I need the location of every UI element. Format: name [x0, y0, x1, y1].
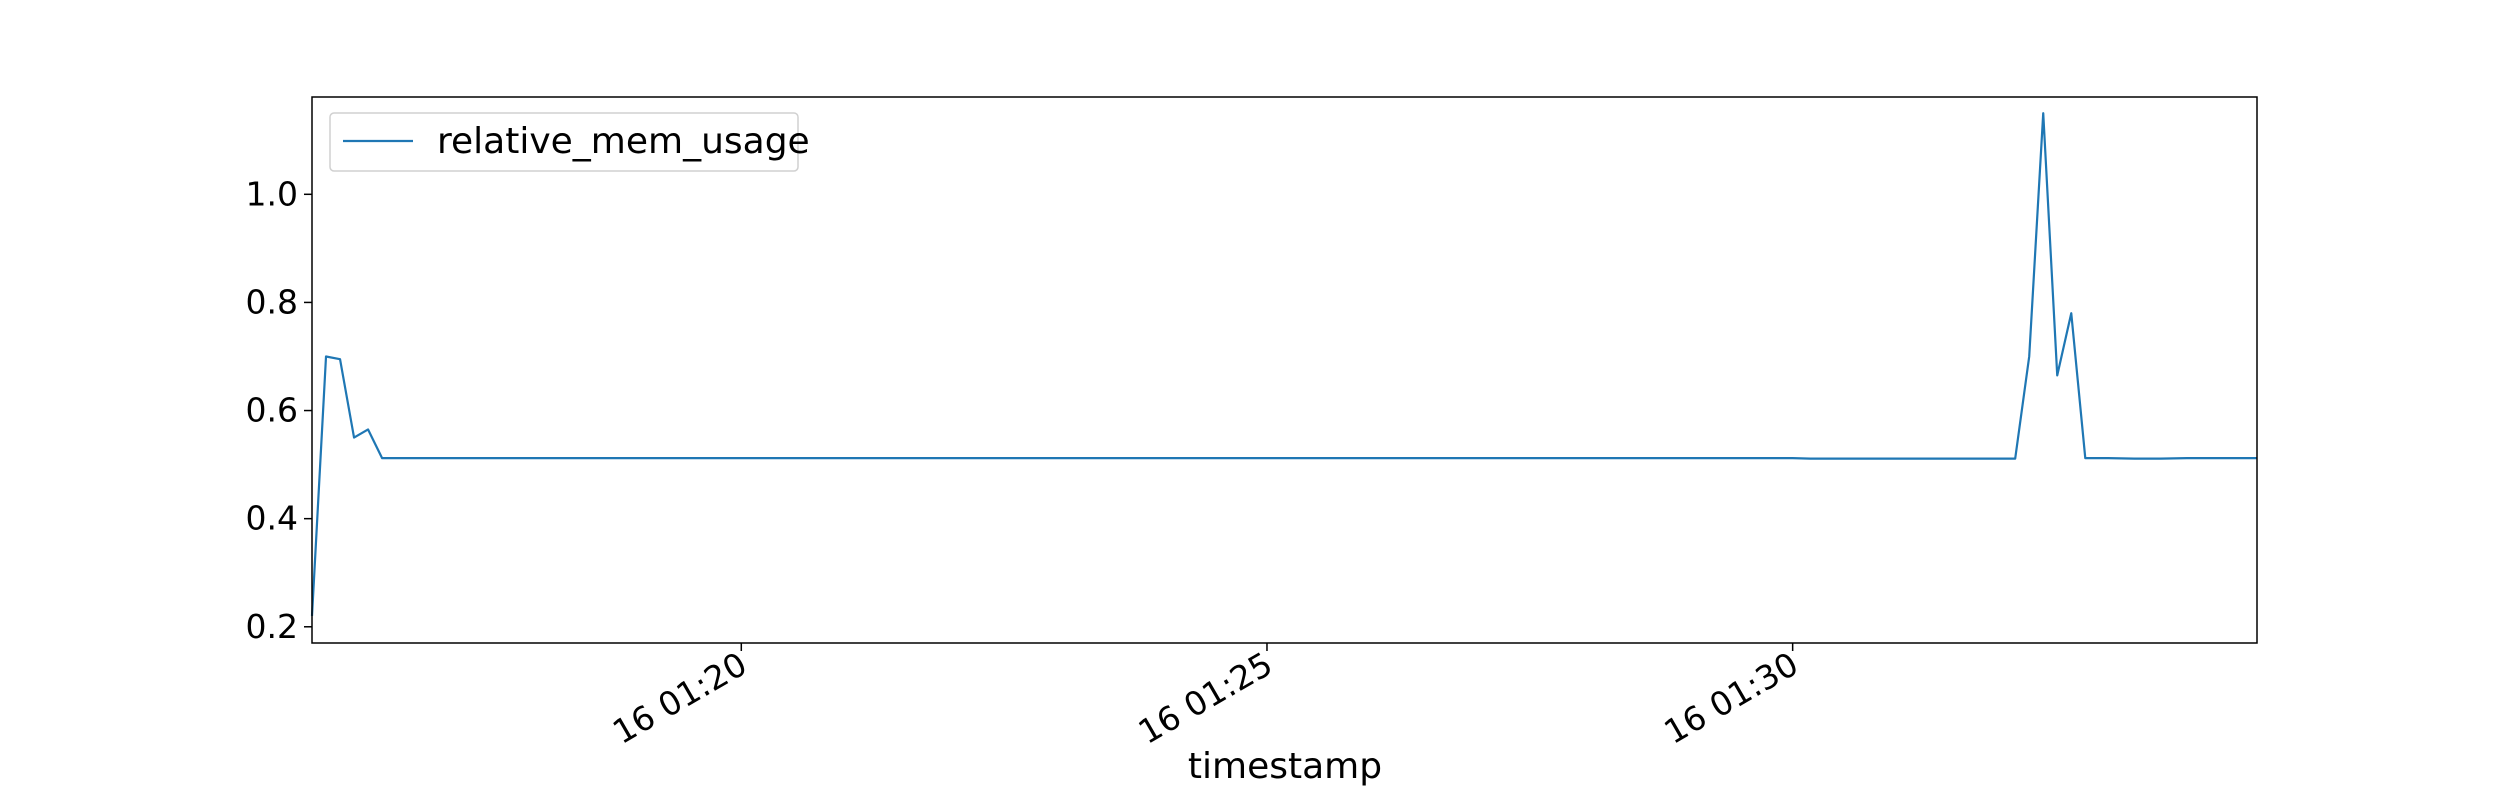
- legend: relative_mem_usage: [329, 112, 810, 172]
- y-tick-label: 0.8: [246, 282, 298, 321]
- series-layer: [310, 112, 2257, 617]
- legend-label: relative_mem_usage: [437, 121, 810, 162]
- y-tick-label: 1.0: [246, 174, 298, 213]
- y-tick-label: 0.4: [246, 499, 298, 538]
- y-tick-label: 0.6: [246, 391, 298, 430]
- plot-area: [312, 97, 2257, 643]
- y-axis: 0.2 0.4 0.6 0.8 1.0: [246, 174, 312, 646]
- y-tick-label: 0.2: [246, 607, 298, 646]
- plot-background: [312, 97, 2257, 643]
- series-line-relative-mem-usage: [310, 112, 2257, 617]
- plot-frame: [311, 96, 2258, 644]
- x-axis-title: timestamp: [1188, 746, 1382, 787]
- legend-box: [329, 112, 799, 172]
